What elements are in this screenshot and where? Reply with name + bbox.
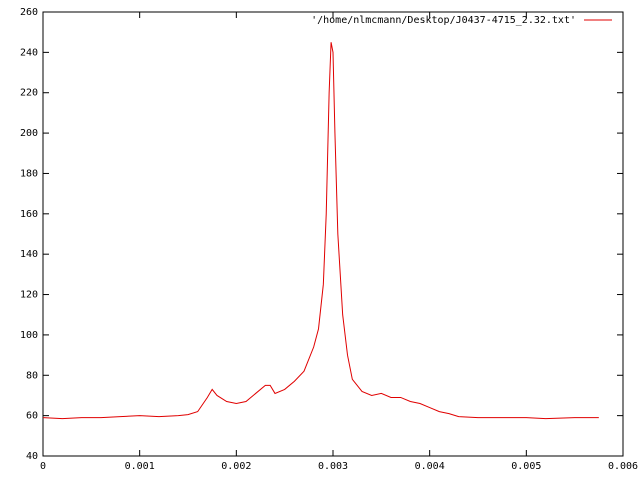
y-tick-label: 160 xyxy=(20,209,38,220)
y-tick-label: 60 xyxy=(26,411,38,422)
x-tick-label: 0.003 xyxy=(318,461,348,472)
x-tick-label: 0.006 xyxy=(608,461,638,472)
y-tick-label: 40 xyxy=(26,451,38,462)
y-tick-label: 80 xyxy=(26,370,38,381)
y-tick-label: 200 xyxy=(20,128,38,139)
y-tick-label: 260 xyxy=(20,7,38,18)
x-tick-label: 0.005 xyxy=(511,461,541,472)
x-tick-label: 0.001 xyxy=(125,461,155,472)
plot-border xyxy=(42,11,624,457)
y-tick-label: 220 xyxy=(20,88,38,99)
y-tick-label: 140 xyxy=(20,249,38,260)
y-tick-label: 180 xyxy=(20,168,38,179)
y-tick-label: 100 xyxy=(20,330,38,341)
x-tick-label: 0 xyxy=(40,461,46,472)
x-tick-label: 0.004 xyxy=(415,461,445,472)
y-tick-label: 120 xyxy=(20,290,38,301)
y-tick-label: 240 xyxy=(20,47,38,58)
legend-label: '/home/nlmcmann/Desktop/J0437-4715_2.32.… xyxy=(311,15,576,26)
data-line xyxy=(42,42,599,420)
x-tick-label: 0.002 xyxy=(221,461,251,472)
